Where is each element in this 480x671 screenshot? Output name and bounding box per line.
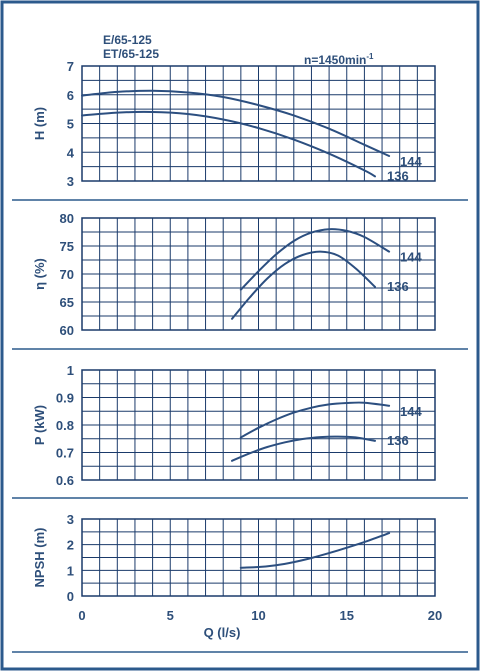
series-label-136: 136 bbox=[387, 168, 409, 183]
series-label-136: 136 bbox=[387, 433, 409, 448]
y-tick-label: 1 bbox=[67, 563, 74, 578]
x-tick-label: 5 bbox=[167, 608, 174, 623]
y-tick-label: 60 bbox=[60, 323, 74, 338]
series-label-144: 144 bbox=[400, 404, 422, 419]
y-tick-label: 0.7 bbox=[56, 446, 74, 461]
x-tick-label: 15 bbox=[340, 608, 354, 623]
model-label-2: ET/65-125 bbox=[103, 47, 159, 61]
series-label-144: 144 bbox=[400, 154, 422, 169]
y-tick-label: 4 bbox=[67, 145, 75, 160]
x-tick-label: 0 bbox=[78, 608, 85, 623]
y-axis-label: H (m) bbox=[32, 107, 47, 140]
y-tick-label: 0.8 bbox=[56, 418, 74, 433]
series-line-144 bbox=[81, 89, 391, 157]
series-line-144 bbox=[239, 228, 391, 291]
y-axis-label: η (%) bbox=[32, 258, 47, 290]
series-line-136 bbox=[231, 250, 376, 320]
chart-panel-efficiency: 60 65 70 75 80 η (%) 144 136 bbox=[32, 211, 436, 338]
x-tick-label: 20 bbox=[428, 608, 442, 623]
series-line-136 bbox=[81, 110, 376, 178]
y-tick-label: 3 bbox=[67, 512, 74, 527]
y-tick-label: 0.6 bbox=[56, 473, 74, 488]
y-tick-label: 80 bbox=[60, 211, 74, 226]
plot-border bbox=[81, 65, 436, 182]
y-tick-label: 0.9 bbox=[56, 391, 74, 406]
y-tick-label: 75 bbox=[60, 239, 74, 254]
series-line-npsh bbox=[239, 532, 391, 569]
y-tick-label: 7 bbox=[67, 59, 74, 74]
series-label-144: 144 bbox=[400, 250, 422, 265]
series-line-144 bbox=[239, 401, 391, 439]
y-tick-label: 3 bbox=[67, 174, 74, 189]
series-line-136 bbox=[231, 435, 376, 462]
y-tick-label: 5 bbox=[67, 117, 74, 132]
y-axis-label: P (kW) bbox=[32, 405, 47, 445]
y-tick-label: 0 bbox=[67, 589, 74, 604]
y-axis-label: NPSH (m) bbox=[32, 528, 47, 588]
series-label-136: 136 bbox=[387, 279, 409, 294]
y-tick-label: 70 bbox=[60, 267, 74, 282]
chart-panel-power: 0.6 0.7 0.8 0.9 1 P (kW) 144 136 bbox=[32, 363, 436, 488]
plot-border bbox=[81, 369, 436, 481]
model-label-1: E/65-125 bbox=[103, 33, 152, 47]
chart-panel-npsh: 0 1 2 3 NPSH (m) 0 5 10 15 20 Q (l/s) bbox=[32, 512, 442, 640]
plot-border bbox=[81, 217, 436, 331]
y-tick-label: 65 bbox=[60, 295, 74, 310]
speed-label: n=1450min-1 bbox=[304, 52, 374, 67]
y-tick-label: 2 bbox=[67, 538, 74, 553]
x-tick-label: 10 bbox=[251, 608, 265, 623]
x-axis-label: Q (l/s) bbox=[204, 625, 241, 640]
plot-border bbox=[81, 518, 436, 597]
y-tick-label: 1 bbox=[67, 363, 74, 378]
y-tick-label: 6 bbox=[67, 88, 74, 103]
